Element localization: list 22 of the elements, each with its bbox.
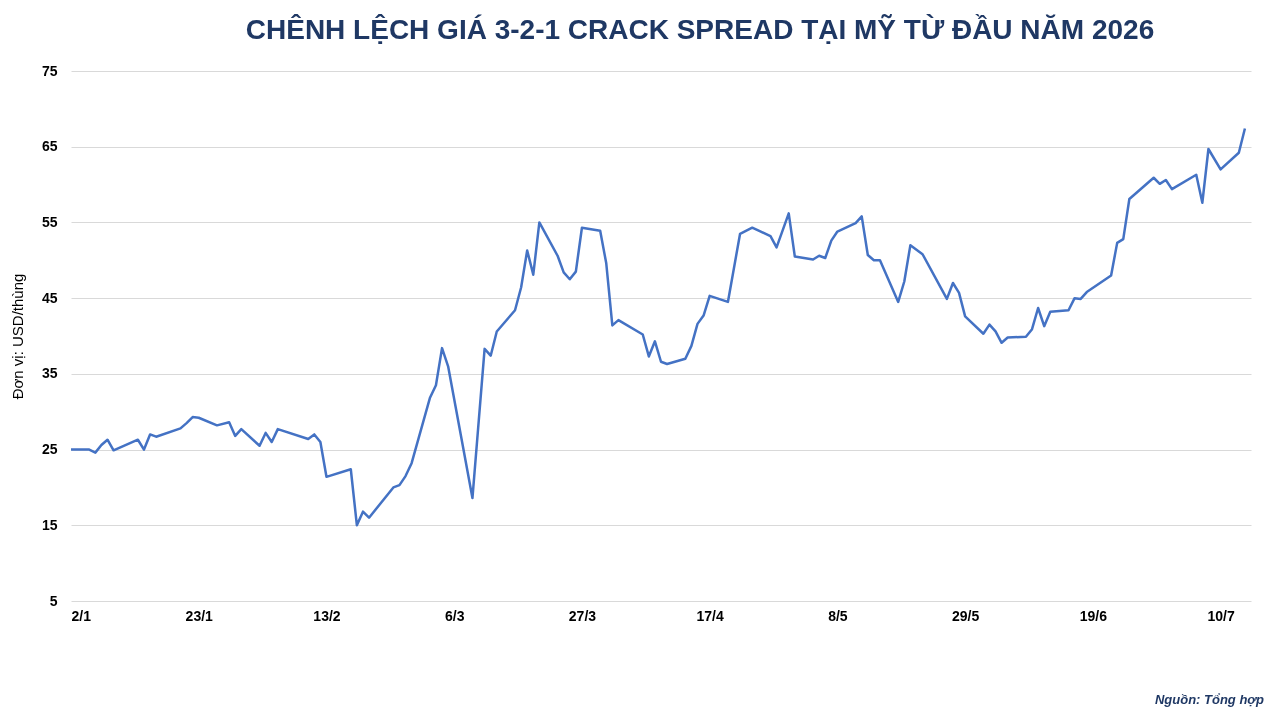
x-tick-label: 10/7 [1207, 607, 1235, 624]
chart-title: CHÊNH LỆCH GIÁ 3-2-1 CRACK SPREAD TẠI MỸ TỪ ĐẦU NĂM 2026 [244, 13, 1156, 47]
x-tick-label: 29/5 [952, 607, 980, 624]
x-tick-label: 27/3 [568, 607, 597, 624]
x-tick-label: 6/3 [444, 607, 465, 624]
y-tick-label: 55 [41, 213, 58, 230]
y-tick-label: 75 [41, 62, 58, 79]
y-tick-label: 35 [41, 365, 58, 382]
y-axis-title: Đơn vị: USD/thùng [8, 273, 26, 400]
y-tick-label: 65 [41, 138, 58, 155]
x-tick-label: 17/4 [696, 607, 724, 624]
x-tick-label: 2/1 [71, 607, 92, 624]
y-tick-label: 25 [41, 441, 58, 458]
y-tick-label: 45 [41, 289, 58, 306]
x-tick-label: 8/5 [828, 607, 848, 624]
x-tick-label: 19/6 [1079, 607, 1108, 624]
x-tick-label: 13/2 [313, 607, 341, 624]
line-series [69, 127, 1247, 527]
text: Nguồn: Tổng hợp [1154, 692, 1264, 707]
x-tick-label: 23/1 [185, 607, 214, 624]
y-tick-label: 15 [41, 516, 58, 533]
y-tick-label: 5 [49, 592, 58, 609]
